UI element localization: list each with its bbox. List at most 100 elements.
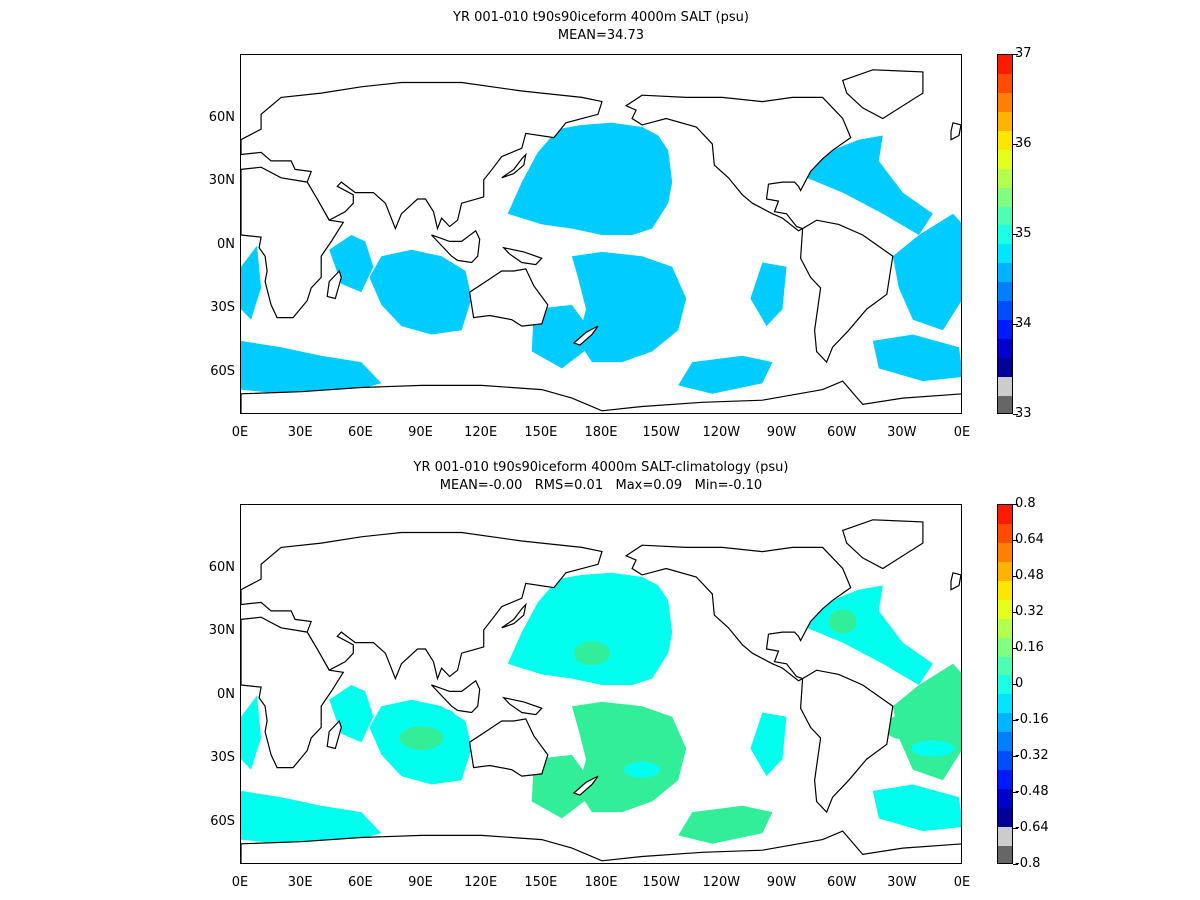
uk-coastline bbox=[950, 122, 961, 141]
colorbar-label: 35 bbox=[1015, 226, 1032, 241]
new-zealand-coastline bbox=[572, 325, 599, 346]
australia-coastline bbox=[468, 268, 549, 327]
colorbar-swatch bbox=[998, 751, 1012, 771]
colorbar-tick bbox=[1013, 756, 1018, 757]
colorbar-swatch bbox=[998, 637, 1012, 657]
new-guinea-coastline bbox=[501, 246, 543, 266]
west-africa-patch bbox=[241, 695, 262, 770]
x-tick-label: 150W bbox=[642, 875, 680, 890]
colorbar-swatch bbox=[998, 376, 1012, 396]
anomaly-blotch bbox=[263, 814, 300, 831]
x-tick-label: 90W bbox=[766, 425, 797, 440]
colorbar-tick bbox=[1013, 504, 1018, 505]
x-tick-label: 60E bbox=[347, 425, 373, 440]
salinity-field-layer bbox=[241, 69, 961, 413]
colorbar-swatch bbox=[998, 320, 1012, 340]
colorbar-label: 34 bbox=[1015, 316, 1032, 331]
x-tick-label: 180E bbox=[584, 875, 618, 890]
panel2-title-line2: MEAN=-0.00 RMS=0.01 Max=0.09 Min=-0.10 bbox=[439, 478, 763, 493]
colorbar-swatch bbox=[998, 187, 1012, 207]
colorbar-swatch bbox=[998, 789, 1012, 808]
colorbar-swatch bbox=[998, 808, 1012, 827]
colorbar-label: 36 bbox=[1015, 136, 1032, 151]
x-tick-label: 60E bbox=[347, 875, 373, 890]
colorbar-tick bbox=[1013, 54, 1018, 55]
colorbar-swatch bbox=[998, 168, 1012, 188]
x-tick-label: 60W bbox=[826, 425, 857, 440]
anomaly-blotch bbox=[908, 804, 937, 821]
salinity-colorbar bbox=[997, 54, 1013, 414]
x-tick-label: 90E bbox=[408, 425, 433, 440]
colorbar-label: -0.16 bbox=[1015, 712, 1049, 727]
y-tick-label: 30N bbox=[208, 173, 235, 189]
y-tick-label: 0N bbox=[217, 686, 235, 702]
greenland-coastline bbox=[841, 519, 924, 570]
y-tick-label: 30S bbox=[210, 750, 235, 766]
colorbar-label: 0.16 bbox=[1015, 640, 1044, 655]
colorbar-tick bbox=[1013, 828, 1018, 829]
x-tick-label: 30W bbox=[887, 425, 917, 440]
x-tick-label: 60W bbox=[826, 875, 857, 890]
colorbar-tick bbox=[1013, 234, 1018, 235]
y-tick-label: 60S bbox=[210, 813, 235, 829]
north-america-coastline bbox=[624, 544, 852, 682]
y-tick-label: 60N bbox=[208, 109, 235, 125]
x-tick-label: 0E bbox=[953, 875, 971, 890]
x-tick-label: 90W bbox=[766, 875, 797, 890]
anomaly-blotch bbox=[910, 740, 955, 757]
colorbar-swatch bbox=[998, 618, 1012, 638]
colorbar-swatch bbox=[998, 92, 1012, 112]
colorbar-label: 33 bbox=[1015, 406, 1032, 421]
colorbar-label: -0.8 bbox=[1015, 856, 1041, 871]
west-africa-patch bbox=[241, 245, 262, 320]
africa-coastline bbox=[241, 616, 345, 769]
colorbar-swatch bbox=[998, 826, 1012, 846]
colorbar-swatch bbox=[998, 713, 1012, 733]
x-tick-label: 0E bbox=[953, 425, 971, 440]
anomaly-colorbar bbox=[997, 504, 1013, 864]
southern-ocean-patch-east bbox=[678, 355, 773, 394]
colorbar-swatch bbox=[998, 395, 1012, 413]
colorbar-tick bbox=[1013, 684, 1018, 685]
anomaly-blotch bbox=[547, 613, 576, 630]
anomaly-blotch bbox=[399, 725, 444, 750]
southern-ocean-patch-west bbox=[241, 790, 382, 844]
panel2-title-line1: YR 001-010 t90s90iceform 4000m SALT-clim… bbox=[413, 460, 789, 475]
colorbar-swatch bbox=[998, 523, 1012, 543]
colorbar-label: 0.32 bbox=[1015, 604, 1044, 619]
indian-ocean-patch bbox=[369, 249, 472, 335]
australia-coastline bbox=[468, 718, 549, 777]
colorbar-tick bbox=[1013, 648, 1018, 649]
north-pacific-patch bbox=[507, 572, 673, 685]
anomaly-blotch bbox=[427, 708, 456, 725]
anomaly-blotch bbox=[710, 810, 755, 835]
colorbar-tick bbox=[1013, 540, 1018, 541]
colorbar-swatch bbox=[998, 505, 1012, 524]
new-guinea-coastline bbox=[501, 696, 543, 716]
sw-pacific-patch bbox=[750, 712, 787, 777]
colorbar-swatch bbox=[998, 149, 1012, 169]
borneo-sumatra-coastline bbox=[431, 229, 481, 264]
colorbar-swatch bbox=[998, 656, 1012, 676]
colorbar-label: 0 bbox=[1015, 676, 1024, 691]
y-tick-label: 60N bbox=[208, 559, 235, 575]
colorbar-swatch bbox=[998, 73, 1012, 93]
south-america-coastline bbox=[799, 669, 894, 814]
panel1-title-line2: MEAN=34.73 bbox=[557, 28, 645, 43]
new-zealand-coastline bbox=[572, 775, 599, 796]
colorbar-swatch bbox=[998, 111, 1012, 131]
colorbar-tick bbox=[1013, 612, 1018, 613]
x-tick-label: 30W bbox=[887, 875, 917, 890]
colorbar-swatch bbox=[998, 206, 1012, 226]
colorbar-swatch bbox=[998, 282, 1012, 302]
y-tick-label: 30S bbox=[210, 300, 235, 316]
x-tick-label: 150E bbox=[524, 875, 558, 890]
south-pacific-patch bbox=[571, 251, 687, 363]
colorbar-swatch bbox=[998, 732, 1012, 752]
x-tick-label: 120W bbox=[702, 875, 741, 890]
colorbar-tick bbox=[1013, 324, 1018, 325]
colorbar-swatch bbox=[998, 599, 1012, 619]
x-tick-label: 150W bbox=[642, 425, 680, 440]
southern-ocean-patch-west bbox=[241, 340, 382, 394]
sw-pacific-patch bbox=[750, 262, 787, 327]
